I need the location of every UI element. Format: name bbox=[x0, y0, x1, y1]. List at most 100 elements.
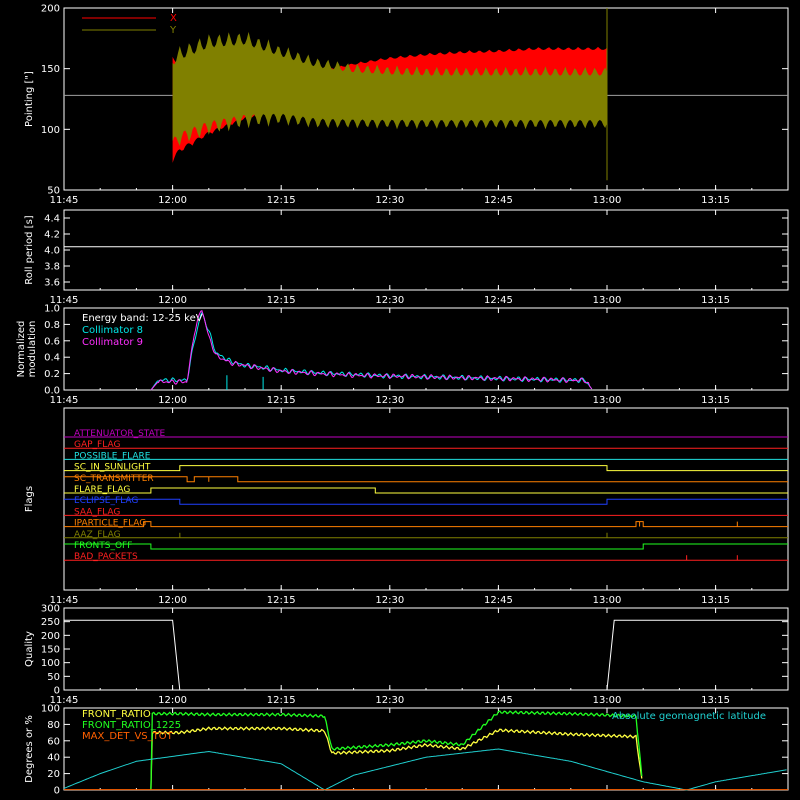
x-tick-label: 12:30 bbox=[375, 195, 404, 206]
flag-line bbox=[64, 498, 788, 505]
ratio-line-0 bbox=[150, 726, 643, 791]
y-tick-label: 0 bbox=[54, 786, 60, 797]
y-tick-label: 80 bbox=[47, 720, 60, 731]
ratio-line-2 bbox=[63, 748, 787, 791]
flag-line bbox=[64, 465, 788, 472]
flag-label: IPARTICLE_FLAG bbox=[74, 519, 146, 529]
y-tick-label: 0.0 bbox=[44, 386, 60, 397]
flag-label: SC_TRANSMITTER bbox=[74, 474, 154, 484]
x-tick-label: 12:30 bbox=[375, 595, 404, 606]
y-tick-label: 4.4 bbox=[44, 214, 60, 225]
flag-label: ECLIPSE_FLAG bbox=[74, 496, 138, 506]
y-tick-label: 150 bbox=[41, 645, 60, 656]
x-tick-label: 13:00 bbox=[593, 295, 622, 306]
y-tick-label: 100 bbox=[41, 704, 60, 715]
x-tick-label: 11:45 bbox=[50, 195, 79, 206]
flag-label: GAP_FLAG bbox=[74, 440, 120, 450]
y-axis-label: Flags bbox=[24, 486, 35, 512]
quality-line bbox=[64, 619, 788, 691]
y-tick-label: 50 bbox=[47, 186, 60, 197]
y-tick-label: 0.8 bbox=[44, 320, 60, 331]
y-axis-label: Roll period [s] bbox=[24, 215, 35, 284]
x-tick-label: 13:15 bbox=[701, 195, 730, 206]
y-axis-label: Pointing ["] bbox=[24, 71, 35, 127]
x-tick-label: 11:45 bbox=[50, 695, 79, 706]
y-axis-label: Quality bbox=[24, 631, 35, 667]
x-tick-label: 13:15 bbox=[701, 295, 730, 306]
y-axis-label: modulation bbox=[27, 321, 38, 378]
y-axis-label: Degrees or % bbox=[24, 715, 35, 783]
y-tick-label: 250 bbox=[41, 617, 60, 628]
flag-line bbox=[64, 476, 788, 483]
flag-label: ATTENUATOR_STATE bbox=[74, 429, 166, 439]
legend-label: X bbox=[170, 13, 177, 24]
x-tick-label: 12:15 bbox=[267, 595, 296, 606]
flag-label: BAD_PACKETS bbox=[74, 552, 138, 562]
flag-label: SAA_FLAG bbox=[74, 507, 120, 517]
x-tick-label: 12:00 bbox=[158, 595, 187, 606]
x-tick-label: 12:30 bbox=[375, 695, 404, 706]
x-tick-label: 13:15 bbox=[701, 695, 730, 706]
y-tick-label: 50 bbox=[47, 672, 60, 683]
x-tick-label: 12:45 bbox=[484, 295, 513, 306]
legend-label: Y bbox=[169, 25, 177, 36]
modulation-collimator-9 bbox=[150, 309, 593, 391]
y-tick-label: 300 bbox=[41, 604, 60, 615]
legend-label: Collimator 8 bbox=[82, 325, 143, 336]
flag-line bbox=[64, 543, 788, 550]
x-tick-label: 13:00 bbox=[593, 595, 622, 606]
x-tick-label: 12:45 bbox=[484, 395, 513, 406]
x-tick-label: 12:30 bbox=[375, 295, 404, 306]
panel-frame-1 bbox=[63, 209, 789, 291]
x-tick-label: 11:45 bbox=[50, 395, 79, 406]
x-tick-label: 12:15 bbox=[267, 295, 296, 306]
x-tick-label: 12:15 bbox=[267, 695, 296, 706]
y-tick-label: 40 bbox=[47, 753, 60, 764]
x-tick-label: 12:15 bbox=[267, 195, 296, 206]
x-tick-label: 12:45 bbox=[484, 595, 513, 606]
y-tick-label: 3.8 bbox=[44, 262, 60, 273]
legend-label: Collimator 9 bbox=[82, 337, 143, 348]
x-tick-label: 13:00 bbox=[593, 695, 622, 706]
modulation-collimator-8 bbox=[150, 311, 593, 391]
y-tick-label: 100 bbox=[41, 125, 60, 136]
flag-line bbox=[64, 487, 788, 494]
x-tick-label: 12:00 bbox=[158, 295, 187, 306]
pointing-band-y bbox=[172, 31, 607, 146]
x-tick-label: 12:15 bbox=[267, 395, 296, 406]
y-tick-label: 150 bbox=[41, 64, 60, 75]
ratio-line-1 bbox=[150, 710, 643, 791]
x-tick-label: 11:45 bbox=[50, 295, 79, 306]
x-tick-label: 11:45 bbox=[50, 595, 79, 606]
x-tick-label: 13:00 bbox=[593, 395, 622, 406]
y-tick-label: 4.0 bbox=[44, 246, 60, 257]
legend-label: MAX_DET_VS_TOT bbox=[82, 731, 174, 742]
x-tick-label: 12:45 bbox=[484, 195, 513, 206]
legend-label: FRONT_RATIO_1225 bbox=[82, 720, 181, 731]
y-tick-label: 3.6 bbox=[44, 278, 60, 289]
y-tick-label: 200 bbox=[41, 4, 60, 15]
y-tick-label: 0 bbox=[54, 686, 60, 697]
legend-label: FRONT_RATIO bbox=[82, 709, 151, 720]
y-tick-label: 1.0 bbox=[44, 304, 60, 315]
y-tick-label: 200 bbox=[41, 631, 60, 642]
energy-band-annotation: Energy band: 12-25 keV bbox=[82, 313, 203, 324]
y-tick-label: 20 bbox=[47, 769, 60, 780]
flag-label: FLARE_FLAG bbox=[74, 485, 130, 495]
y-axis-label: Normalized bbox=[16, 321, 27, 378]
y-tick-label: 100 bbox=[41, 658, 60, 669]
x-tick-label: 13:15 bbox=[701, 395, 730, 406]
geomag-annotation: Absolute geomagnetic latitude bbox=[612, 711, 766, 722]
x-tick-label: 12:00 bbox=[158, 195, 187, 206]
flag-label: SC_IN_SUNLIGHT bbox=[74, 463, 151, 473]
flag-label: FRONTS_OFF bbox=[74, 541, 132, 551]
y-tick-label: 4.2 bbox=[44, 230, 60, 241]
y-tick-label: 0.6 bbox=[44, 336, 60, 347]
flag-line bbox=[64, 521, 788, 528]
x-tick-label: 12:00 bbox=[158, 395, 187, 406]
y-tick-label: 60 bbox=[47, 736, 60, 747]
x-tick-label: 13:00 bbox=[593, 195, 622, 206]
flag-label: POSSIBLE_FLARE bbox=[74, 451, 151, 461]
x-tick-label: 13:15 bbox=[701, 595, 730, 606]
